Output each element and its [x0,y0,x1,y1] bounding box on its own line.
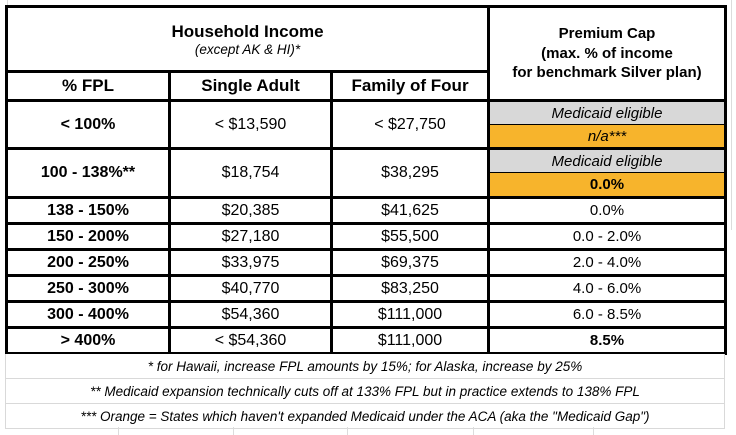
fpl-cell: < 100% [5,99,171,150]
fpl-cell: 138 - 150% [5,196,171,225]
table-row: 200 - 250% $33,975 $69,375 2.0 - 4.0% [5,248,727,277]
premium-cap-cell: 0.0% [487,196,727,225]
premium-cap-subtitle-line2: for benchmark Silver plan) [512,64,702,82]
family-of-four-cell: $38,295 [330,147,490,199]
fpl-premium-cap-table: Household Income (except AK & HI)* Premi… [5,5,727,355]
table-row: 250 - 300% $40,770 $83,250 4.0 - 6.0% [5,274,727,303]
spreadsheet-gridline [593,427,594,435]
table-row: 100 - 138%** $18,754 $38,295 Medicaid el… [5,147,727,199]
fpl-cell: 150 - 200% [5,222,171,251]
spreadsheet-gridline [233,427,234,435]
family-of-four-cell: $111,000 [330,326,490,355]
single-adult-cell: $40,770 [168,274,333,303]
premium-cap-subtitle-line1: (max. % of income [541,44,673,62]
medicaid-eligible-cell: Medicaid eligible [490,102,724,124]
family-of-four-cell: $111,000 [330,300,490,329]
footnote-medicaid-expansion: ** Medicaid expansion technically cuts o… [5,379,725,404]
spreadsheet-gridline [473,427,474,435]
table-row: 150 - 200% $27,180 $55,500 0.0 - 2.0% [5,222,727,251]
medicaid-eligible-cell: Medicaid eligible [490,150,724,172]
premium-cap-cell: 0.0 - 2.0% [487,222,727,251]
single-adult-cell: $18,754 [168,147,333,199]
family-of-four-cell: < $27,750 [330,99,490,150]
household-income-subtitle: (except AK & HI)* [194,42,301,58]
single-adult-cell: < $13,590 [168,99,333,150]
table-row: < 100% < $13,590 < $27,750 Medicaid elig… [5,99,727,150]
family-of-four-cell: $55,500 [330,222,490,251]
footnote-medicaid-gap: *** Orange = States which haven't expand… [5,404,725,429]
spreadsheet-gridline [347,427,348,435]
footnote-hawaii-alaska: * for Hawaii, increase FPL amounts by 15… [5,354,725,379]
single-adult-cell: $20,385 [168,196,333,225]
fpl-cell: 250 - 300% [5,274,171,303]
fpl-cell: 200 - 250% [5,248,171,277]
spreadsheet-gridline [118,427,119,435]
medicaid-gap-na-cell: n/a*** [490,124,724,147]
medicaid-gap-zero-cell: 0.0% [490,172,724,196]
header-row-titles: Household Income (except AK & HI)* Premi… [5,5,727,102]
fpl-cell: 300 - 400% [5,300,171,329]
premium-cap-cell: 8.5% [487,326,727,355]
fpl-cell: > 400% [5,326,171,355]
single-adult-cell: < $54,360 [168,326,333,355]
premium-cap-cell: Medicaid eligible 0.0% [487,147,727,199]
single-adult-cell: $33,975 [168,248,333,277]
household-income-header: Household Income (except AK & HI)* [5,5,490,73]
column-header-fpl: % FPL [5,70,171,102]
family-of-four-cell: $41,625 [330,196,490,225]
household-income-title: Household Income [171,21,324,41]
table-row: 138 - 150% $20,385 $41,625 0.0% [5,196,727,225]
premium-cap-cell: Medicaid eligible n/a*** [487,99,727,150]
family-of-four-cell: $83,250 [330,274,490,303]
spreadsheet-gridline [731,0,732,230]
column-header-family-of-four: Family of Four [330,70,490,102]
premium-cap-cell: 6.0 - 8.5% [487,300,727,329]
spreadsheet-gridline [7,0,8,5]
premium-cap-title: Premium Cap [558,25,656,43]
premium-cap-header: Premium Cap (max. % of income for benchm… [487,5,727,102]
column-header-single-adult: Single Adult [168,70,333,102]
fpl-cell: 100 - 138%** [5,147,171,199]
single-adult-cell: $54,360 [168,300,333,329]
premium-cap-cell: 4.0 - 6.0% [487,274,727,303]
footnotes-section: * for Hawaii, increase FPL amounts by 15… [5,354,725,429]
premium-cap-cell: 2.0 - 4.0% [487,248,727,277]
family-of-four-cell: $69,375 [330,248,490,277]
header-row-columns: % FPL Single Adult Family of Four [5,70,726,102]
table-row: 300 - 400% $54,360 $111,000 6.0 - 8.5% [5,300,727,329]
table-row: > 400% < $54,360 $111,000 8.5% [5,326,727,355]
single-adult-cell: $27,180 [168,222,333,251]
